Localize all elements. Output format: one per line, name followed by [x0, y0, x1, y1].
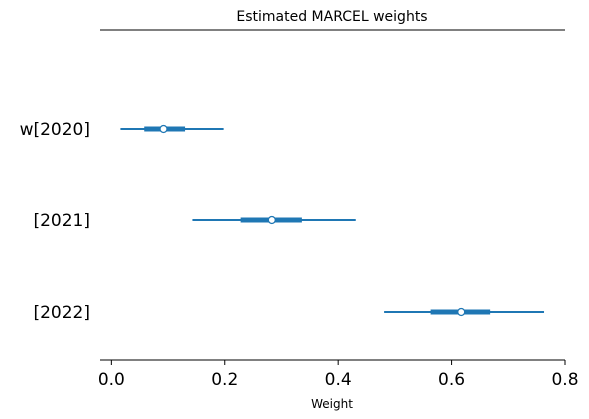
forest-row: [2021]: [33, 211, 356, 231]
forest-row: w[2020]: [20, 120, 224, 140]
x-tick-label: 0.2: [211, 370, 238, 390]
chart-title: Estimated MARCEL weights: [236, 9, 427, 25]
row-label: [2022]: [33, 303, 90, 323]
x-tick-label: 0.4: [325, 370, 352, 390]
row-label: [2021]: [33, 211, 90, 231]
x-axis-label: Weight: [311, 397, 353, 411]
point-estimate-marker: [457, 307, 466, 317]
x-tick-label: 0.6: [438, 370, 465, 390]
point-estimate-marker: [267, 215, 276, 225]
forest-row: [2022]: [33, 303, 545, 323]
x-tick-label: 0.8: [551, 370, 578, 390]
x-tick-label: 0.0: [98, 370, 125, 390]
x-ticks: 0.0 0.2 0.4 0.6 0.8: [98, 360, 579, 390]
point-estimate-marker: [159, 124, 168, 134]
row-label: w[2020]: [20, 120, 90, 140]
rows-layer: w[2020] [2021] [2022]: [20, 120, 545, 323]
